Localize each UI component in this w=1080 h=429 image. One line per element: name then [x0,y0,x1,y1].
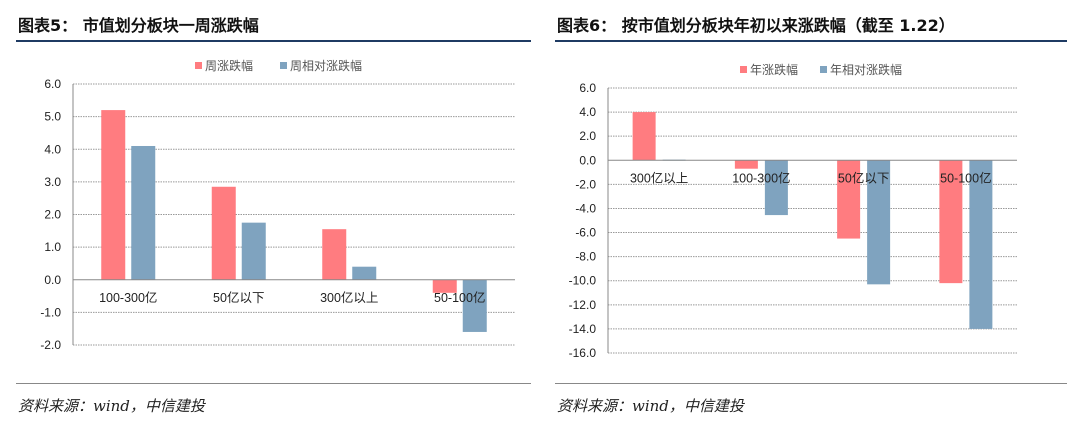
y-tick-label: -16.0 [569,346,597,360]
y-tick-label: -12.0 [569,298,597,312]
x-tick-label: 300亿以上 [630,170,688,185]
x-tick-label: 50亿以下 [213,290,264,305]
bar-relative [131,145,156,280]
bar-absolute [432,279,457,293]
y-tick-label: 2.0 [579,129,596,143]
bar-absolute [211,186,236,280]
bar-relative [462,279,487,332]
chart-title-left: 图表5： 市值划分板块一周涨跌幅 [18,16,259,35]
footer-divider-left [16,383,531,384]
x-tick-label: 50-100亿 [434,290,485,305]
legend-label: 周涨跌幅 [205,58,253,73]
y-tick-label: 6.0 [44,77,61,91]
y-tick-label: 0.0 [44,273,61,287]
bar-absolute [632,112,656,161]
bar-absolute [101,110,126,280]
chart-left: 6.0 5.0 4.0 3.0 2.0 1.0 0.0 -1.0 -2.0 周涨跌幅 周相对涨跌幅 1… [40,58,515,352]
y-tick-label: 4.0 [44,142,61,156]
bar-relative [352,266,377,280]
bar-relative [867,160,891,285]
legend-label: 年涨跌幅 [750,62,798,77]
x-tick-label: 50-100亿 [940,170,991,185]
legend-swatch [820,66,827,73]
y-tick-label: 6.0 [579,81,596,95]
x-tick-label: 100-300亿 [99,290,157,305]
footer-divider-right [555,383,1067,384]
chart-title-right: 图表6： 按市值划分板块年初以来涨跌幅（截至 1.22） [557,16,955,35]
title-divider-right [555,40,1067,42]
y-tick-label: -8.0 [575,250,596,264]
y-tick-label: -6.0 [575,226,596,240]
source-note-left: 资料来源：wind，中信建投 [18,397,205,415]
bar-absolute [734,160,758,169]
y-tick-label: -4.0 [575,201,596,215]
legend-label: 年相对涨跌幅 [830,62,902,77]
bar-relative [969,160,993,329]
y-tick-label: -2.0 [575,177,596,191]
chart-right: 6.0 4.0 2.0 0.0 -2.0 -4.0 -6.0 -8.0 -10.0 -12.0 -1… [569,62,1017,360]
legend-swatch [280,62,287,69]
bar-relative [764,160,788,216]
y-tick-label: 4.0 [579,105,596,119]
x-tick-label: 50亿以下 [838,170,889,185]
y-tick-label: 5.0 [44,110,61,124]
x-tick-label: 100-300亿 [732,170,790,185]
y-tick-label: 1.0 [44,240,61,254]
y-tick-label: -14.0 [569,322,597,336]
y-tick-label: -2.0 [40,338,61,352]
bar-absolute [837,160,861,239]
bar-absolute [322,229,347,280]
y-tick-label: 0.0 [579,153,596,167]
title-divider-left [16,40,531,42]
legend-label: 周相对涨跌幅 [290,58,362,73]
bar-relative [241,222,266,280]
y-tick-label: -1.0 [40,305,61,319]
legend-swatch [195,62,202,69]
source-note-right: 资料来源：wind，中信建投 [557,397,744,415]
y-tick-label: 3.0 [44,175,61,189]
bar-absolute [939,160,963,284]
legend-swatch [740,66,747,73]
y-tick-label: -10.0 [569,274,597,288]
x-tick-label: 300亿以上 [320,290,378,305]
y-tick-label: 2.0 [44,208,61,222]
